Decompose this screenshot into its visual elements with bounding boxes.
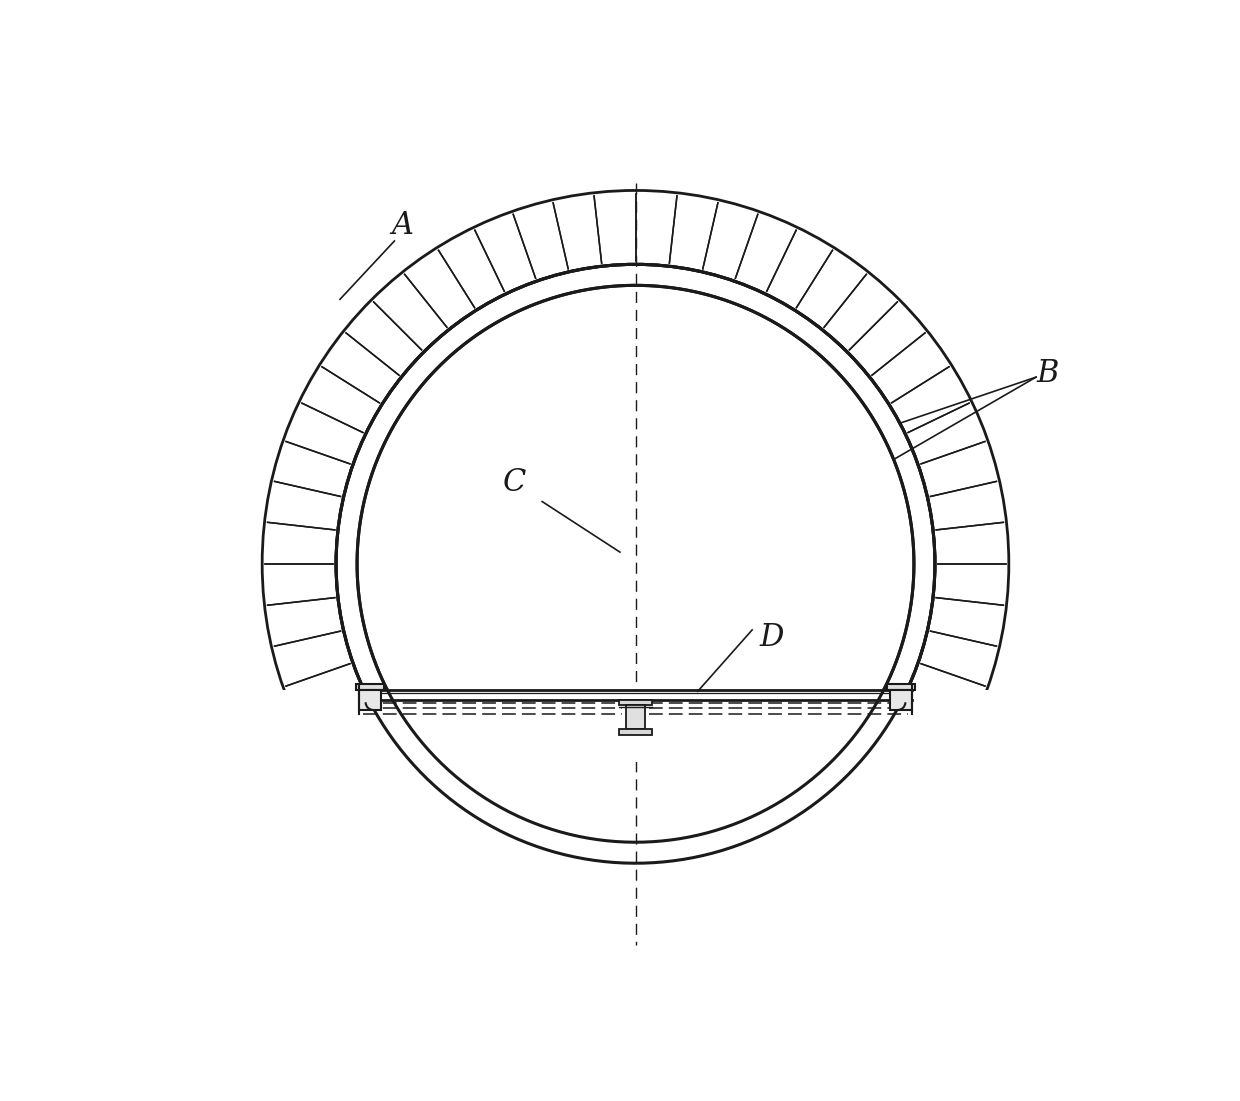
Bar <box>619 730 652 734</box>
Bar <box>360 690 381 710</box>
Bar <box>335 690 936 762</box>
Circle shape <box>336 264 935 863</box>
Bar <box>619 700 652 706</box>
Bar <box>356 685 384 690</box>
Text: C: C <box>503 467 527 498</box>
Bar <box>890 690 911 710</box>
Text: B: B <box>1037 358 1059 389</box>
Text: A: A <box>391 210 413 241</box>
Bar <box>626 706 645 730</box>
Bar <box>887 685 915 690</box>
Text: D: D <box>759 622 784 653</box>
Circle shape <box>262 190 1009 937</box>
Bar <box>254 690 1017 945</box>
